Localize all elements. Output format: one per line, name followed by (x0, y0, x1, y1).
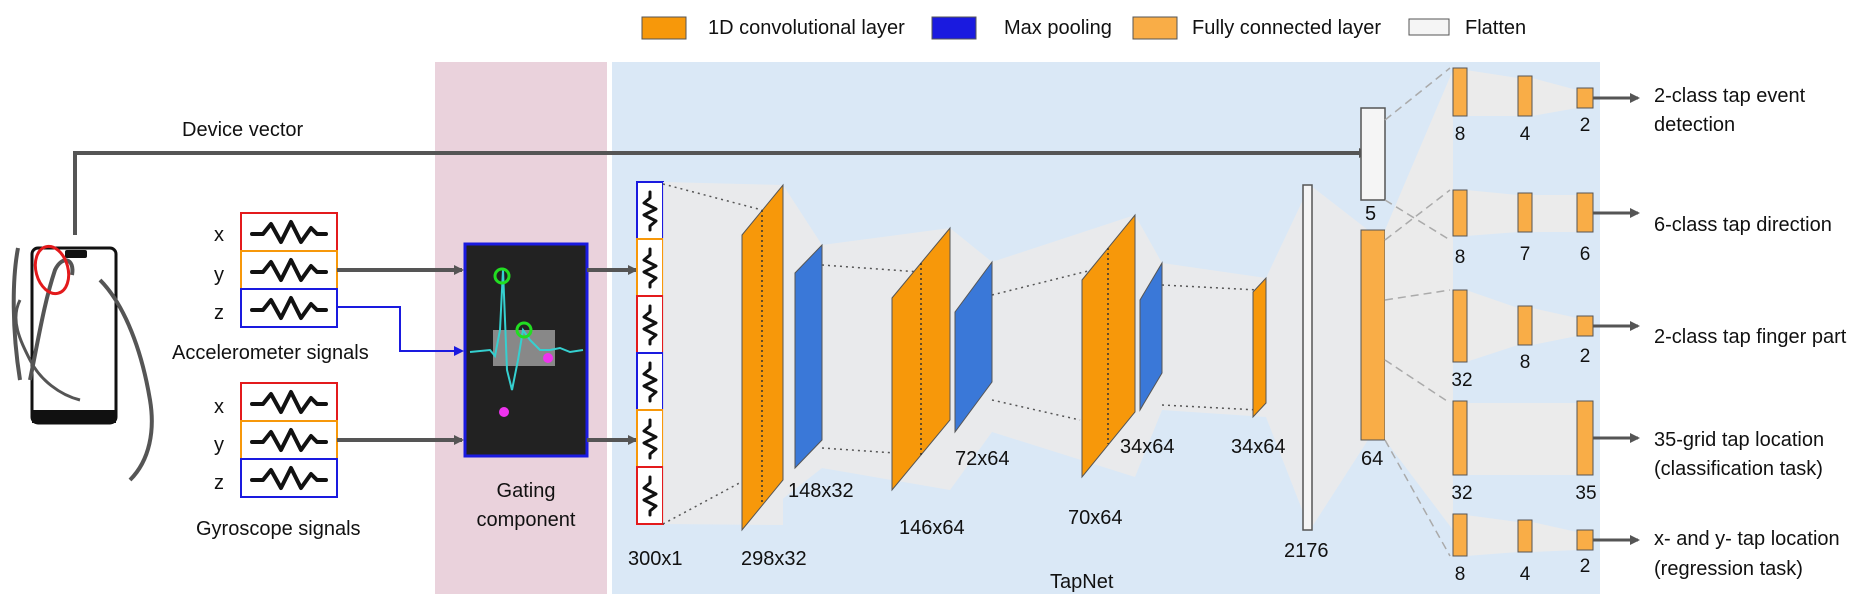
dim-label-70x64: 70x64 (1068, 507, 1123, 529)
flatten-layer (1302, 184, 1313, 531)
axis-label-z: z (214, 472, 224, 494)
legend-label-conv: 1D convolutional layer (708, 17, 905, 39)
head-size: 35 (1575, 483, 1596, 504)
device-vector-label: Device vector (182, 119, 303, 141)
dim-label-148x32: 148x32 (788, 480, 854, 502)
output-label-tap-direction: 6-class tap direction (1654, 214, 1832, 236)
phone-icon (11, 244, 154, 482)
dim-label-2176: 2176 (1284, 540, 1329, 562)
legend-label-fc: Fully connected layer (1192, 17, 1381, 39)
legend: 1D convolutional layer Max pooling Fully… (641, 16, 1526, 40)
axis-label-y: y (214, 264, 224, 286)
legend-swatch-pool (931, 16, 977, 40)
head-size: 8 (1455, 564, 1466, 585)
head-output-labels: 2-class tap event detection 6-class tap … (1654, 85, 1847, 580)
head-size: 32 (1451, 370, 1472, 391)
dim-label-34x64-conv: 34x64 (1231, 436, 1286, 458)
axis-label-y: y (214, 434, 224, 456)
dim-label-146x64: 146x64 (899, 517, 965, 539)
conv-layer-1 (741, 183, 784, 532)
legend-label-pool: Max pooling (1004, 17, 1112, 39)
dim-label-fc-main: 64 (1361, 448, 1383, 470)
accelerometer-label: Accelerometer signals (172, 342, 369, 364)
fc-main-layer (1360, 229, 1386, 441)
pool-layer-1 (794, 243, 823, 470)
output-arrows (1593, 93, 1640, 545)
dim-label-34x64-pool: 34x64 (1120, 436, 1175, 458)
head-size: 4 (1520, 564, 1531, 585)
conv-layer-2 (891, 226, 951, 492)
fc-fanout-lines (1384, 67, 1451, 557)
head-size: 8 (1455, 124, 1466, 145)
head-size: 8 (1520, 352, 1531, 373)
head-size-labels: 8 4 2 8 7 6 32 8 2 32 35 8 4 2 (1451, 115, 1596, 585)
head-size: 6 (1580, 244, 1591, 265)
pool-layer-3 (1139, 261, 1163, 412)
gyroscope-signals: x y z Gyroscope signals (196, 382, 361, 540)
head-regression (1452, 513, 1594, 557)
tapnet-label: TapNet (1050, 571, 1114, 593)
gating-component (463, 242, 589, 458)
device-fc-layer (1360, 107, 1386, 201)
output-label-grid-location-line1: 35-grid tap location (1654, 429, 1824, 451)
head-grid-location (1452, 400, 1594, 476)
output-label-finger-part: 2-class tap finger part (1654, 326, 1847, 348)
dim-label-72x64: 72x64 (955, 448, 1010, 470)
legend-swatch-conv (641, 16, 687, 40)
head-finger-part (1452, 289, 1594, 363)
output-label-grid-location-line2: (classification task) (1654, 458, 1823, 480)
z-signal-arrow (337, 306, 464, 356)
head-size: 2 (1580, 556, 1591, 577)
head-size: 32 (1451, 483, 1472, 504)
head-size: 7 (1520, 244, 1531, 265)
axis-label-x: x (214, 224, 224, 246)
conv-layer-4 (1252, 276, 1267, 419)
dimension-labels: 300x1 298x32 148x32 146x64 72x64 70x64 3… (628, 203, 1383, 570)
input-stack (636, 181, 664, 525)
legend-swatch-fc (1132, 16, 1178, 40)
gyroscope-label: Gyroscope signals (196, 518, 361, 540)
dim-label-300x1: 300x1 (628, 548, 683, 570)
gating-label-line1: Gating (497, 480, 556, 502)
output-label-regression-line1: x- and y- tap location (1654, 528, 1840, 550)
head-size: 2 (1580, 115, 1591, 136)
head-tap-direction (1452, 189, 1594, 237)
conv-layer-3 (1081, 213, 1136, 479)
layer-connectors (662, 183, 1259, 525)
head-size: 4 (1520, 124, 1531, 145)
output-label-regression-line2: (regression task) (1654, 558, 1803, 580)
legend-label-flatten: Flatten (1465, 17, 1526, 39)
output-label-tap-event-line1: 2-class tap event (1654, 85, 1806, 107)
pool-layer-2 (954, 260, 993, 434)
gating-label-line2: component (477, 509, 576, 531)
head-size: 8 (1455, 247, 1466, 268)
tap-point-icon (33, 244, 71, 296)
dim-label-298x32: 298x32 (741, 548, 807, 570)
device-vector-arrow (73, 148, 1369, 235)
axis-label-x: x (214, 396, 224, 418)
legend-swatch-flatten (1408, 18, 1450, 36)
dim-label-device-fc: 5 (1365, 203, 1376, 225)
output-label-tap-event-line2: detection (1654, 114, 1735, 136)
head-flow-shading (1385, 70, 1577, 556)
axis-label-z: z (214, 302, 224, 324)
accelerometer-signals: x y z Accelerometer signals (172, 212, 369, 364)
head-size: 2 (1580, 346, 1591, 367)
